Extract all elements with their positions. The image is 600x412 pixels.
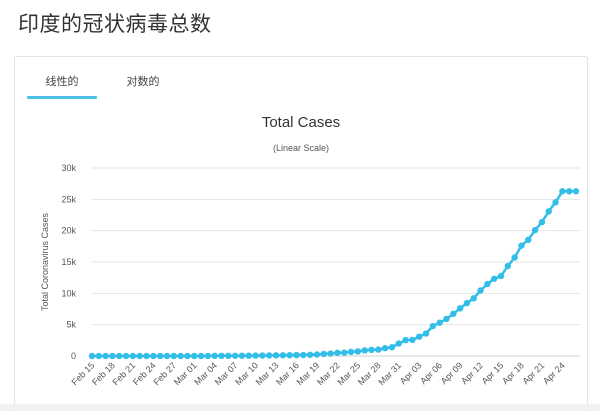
data-point[interactable]: [259, 352, 266, 359]
data-point[interactable]: [231, 352, 239, 359]
data-point[interactable]: [102, 352, 109, 360]
data-point[interactable]: [341, 349, 348, 356]
data-point[interactable]: [293, 351, 300, 359]
chart-subtitle: (Linear Scale): [272, 143, 330, 153]
data-point[interactable]: [545, 208, 552, 215]
data-point[interactable]: [238, 352, 246, 359]
y-tick-label: 25k: [61, 194, 76, 204]
data-point[interactable]: [272, 352, 280, 359]
data-point[interactable]: [552, 199, 559, 206]
data-point[interactable]: [375, 346, 382, 353]
data-point[interactable]: [218, 352, 225, 360]
data-point[interactable]: [286, 352, 293, 359]
x-tick-label: Apr 15: [480, 360, 506, 386]
y-tick-label: 30k: [61, 163, 76, 173]
data-point[interactable]: [327, 350, 334, 357]
x-tick-label: Apr 09: [439, 360, 465, 386]
data-point[interactable]: [191, 352, 198, 360]
data-point[interactable]: [306, 351, 314, 358]
x-tick-label: Apr 18: [500, 360, 526, 386]
data-point[interactable]: [204, 352, 212, 360]
data-point[interactable]: [443, 315, 450, 323]
data-point[interactable]: [572, 188, 580, 195]
tab-linear[interactable]: 线性的: [27, 69, 97, 99]
data-point[interactable]: [122, 352, 130, 360]
data-point[interactable]: [361, 347, 368, 354]
data-point[interactable]: [163, 352, 171, 360]
series-line: [92, 190, 576, 358]
data-point[interactable]: [300, 351, 307, 359]
tab-logarithmic[interactable]: 对数的: [126, 75, 160, 88]
data-point[interactable]: [170, 352, 178, 360]
data-point[interactable]: [211, 352, 218, 360]
x-tick-label: Apr 24: [541, 360, 567, 386]
x-tick-label: Apr 12: [459, 360, 485, 386]
data-point[interactable]: [143, 352, 150, 360]
data-point[interactable]: [429, 322, 437, 330]
data-point[interactable]: [381, 344, 389, 352]
data-point[interactable]: [136, 352, 143, 360]
data-point[interactable]: [409, 336, 416, 344]
data-point[interactable]: [313, 351, 321, 358]
chart-card: 线性的 对数的 Total Cases (Linear Scale) 0 5k 10…: [14, 56, 588, 412]
data-point[interactable]: [490, 275, 498, 282]
data-point[interactable]: [177, 352, 184, 360]
data-point[interactable]: [531, 226, 539, 234]
data-point[interactable]: [463, 299, 471, 307]
data-point[interactable]: [88, 352, 96, 360]
y-tick-label: 10k: [61, 288, 76, 298]
data-point[interactable]: [279, 352, 287, 359]
data-point[interactable]: [334, 349, 341, 357]
data-point[interactable]: [436, 319, 443, 326]
data-point[interactable]: [559, 188, 566, 195]
data-point[interactable]: [266, 352, 273, 359]
data-point[interactable]: [320, 350, 327, 358]
data-point[interactable]: [95, 352, 103, 360]
y-tick-label: 5k: [66, 320, 76, 330]
data-point[interactable]: [416, 333, 423, 340]
data-point[interactable]: [109, 352, 116, 360]
chart-title: Total Cases: [261, 114, 341, 131]
data-point[interactable]: [456, 305, 464, 312]
data-point[interactable]: [347, 348, 355, 356]
data-point[interactable]: [525, 236, 532, 244]
data-point[interactable]: [129, 352, 137, 360]
data-point[interactable]: [368, 346, 375, 354]
data-point[interactable]: [450, 310, 457, 318]
data-point[interactable]: [252, 352, 259, 359]
data-point[interactable]: [504, 262, 512, 270]
data-point[interactable]: [484, 280, 491, 288]
y-axis-title: Total Coronavirus Cases: [40, 212, 50, 311]
data-point[interactable]: [518, 242, 525, 249]
data-point[interactable]: [395, 340, 402, 347]
x-tick-label: Apr 03: [398, 360, 424, 386]
data-point[interactable]: [156, 352, 164, 360]
line-chart: 0 5k 10k 15k 20k 25k 30k Total Coronavirus Case…: [40, 163, 580, 387]
bottom-strip: [0, 404, 600, 411]
data-point[interactable]: [225, 352, 232, 360]
data-point[interactable]: [245, 352, 252, 359]
y-tick-label: 15k: [61, 257, 76, 267]
data-point[interactable]: [116, 352, 123, 360]
data-point[interactable]: [422, 330, 430, 337]
data-point[interactable]: [197, 352, 205, 360]
data-point[interactable]: [150, 352, 157, 360]
x-tick-label: Mar 31: [376, 360, 403, 387]
page-title: 印度的冠状病毒总数: [18, 12, 212, 36]
data-point[interactable]: [184, 352, 191, 360]
x-tick-label: Apr 21: [520, 360, 546, 386]
y-tick-label: 0: [71, 351, 76, 361]
data-point[interactable]: [565, 188, 573, 195]
x-tick-label: Apr 06: [418, 360, 444, 386]
data-point[interactable]: [354, 348, 362, 355]
data-point[interactable]: [402, 336, 409, 344]
data-point[interactable]: [470, 295, 477, 302]
data-point[interactable]: [538, 218, 546, 226]
y-tick-label: 20k: [61, 226, 76, 236]
data-point[interactable]: [388, 344, 396, 351]
data-point[interactable]: [511, 254, 518, 261]
data-point[interactable]: [477, 287, 484, 294]
data-point[interactable]: [497, 272, 505, 280]
